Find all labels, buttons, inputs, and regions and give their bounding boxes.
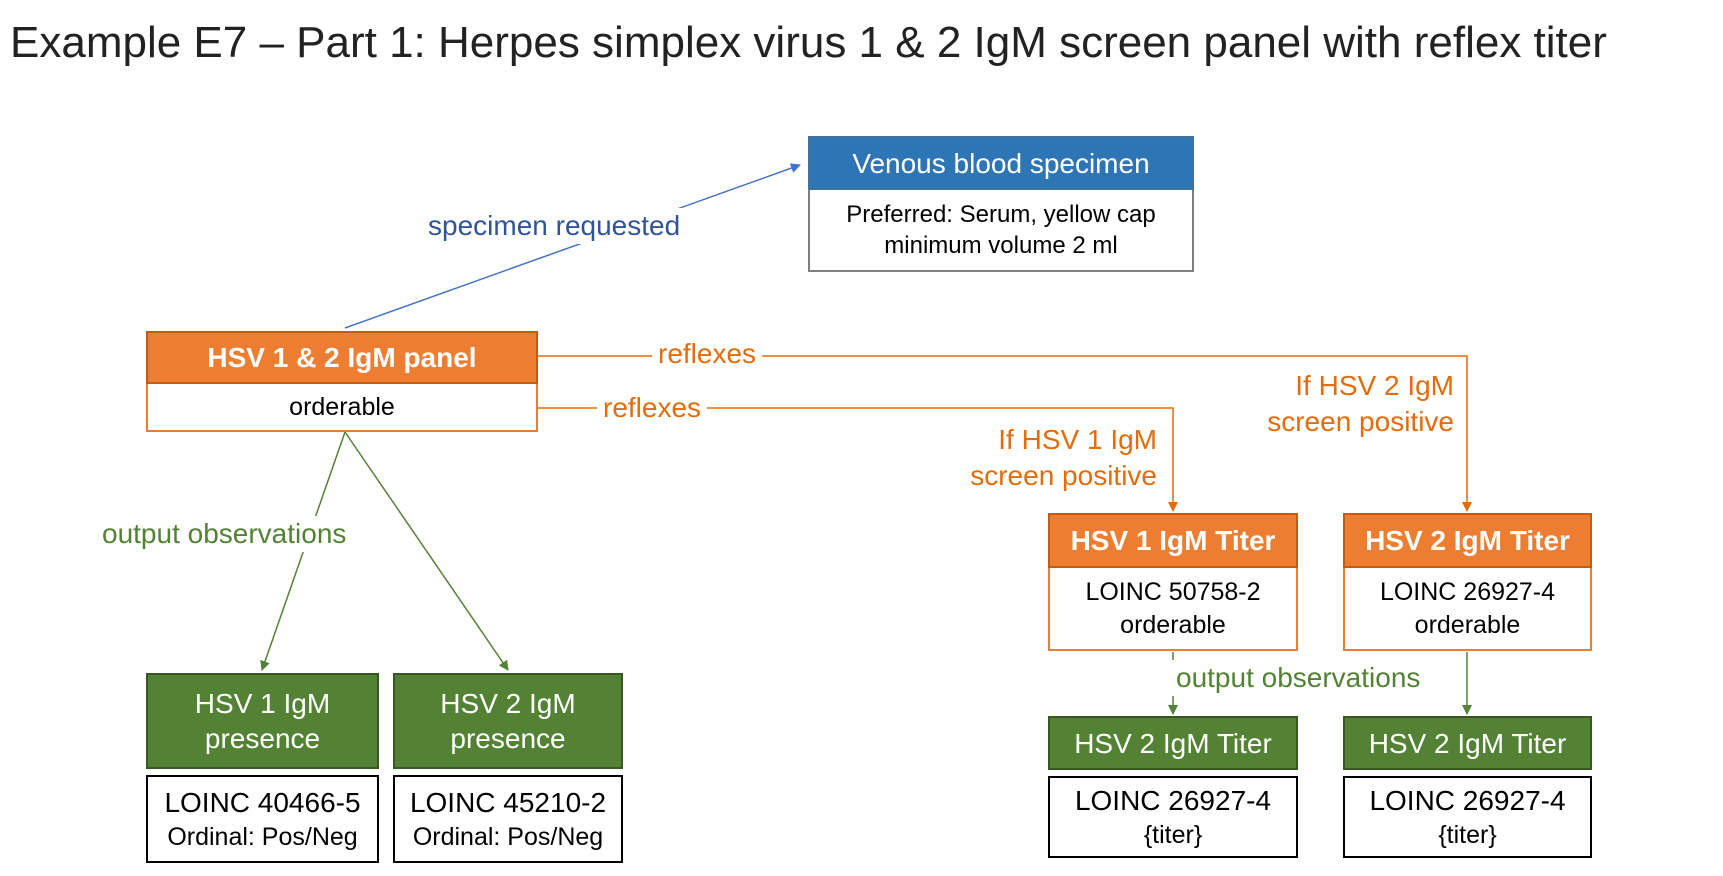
titer-obs1-node: HSV 2 IgM Titer LOINC 26927-4 {titer} — [1048, 716, 1298, 858]
label-output-observations-left: output observations — [96, 516, 353, 553]
specimen-body: Preferred: Serum, yellow cap minimum vol… — [808, 190, 1194, 272]
obs1-line2: Ordinal: Pos/Neg — [167, 822, 358, 851]
titer-obs1-header: HSV 2 IgM Titer — [1048, 716, 1298, 770]
titer-obs2-line1: LOINC 26927-4 — [1369, 784, 1566, 816]
label-output-observations-right: output observations — [1170, 660, 1427, 697]
reflex-line-hsv1 — [536, 407, 1178, 512]
label-if-hsv2: If HSV 2 IgM screen positive — [1267, 370, 1454, 438]
panel-body: orderable — [146, 384, 538, 432]
obs1-body: LOINC 40466-5 Ordinal: Pos/Neg — [146, 775, 379, 863]
titer1-header: HSV 1 IgM Titer — [1048, 513, 1298, 568]
specimen-header: Venous blood specimen — [808, 136, 1194, 190]
titer1-node: HSV 1 IgM Titer LOINC 50758-2 orderable — [1048, 513, 1298, 651]
titer2-line2: orderable — [1414, 610, 1521, 639]
obs2-node: HSV 2 IgM presence LOINC 45210-2 Ordinal… — [393, 673, 623, 863]
output-line-obs2 — [344, 431, 509, 671]
obs1-line1: LOINC 40466-5 — [164, 786, 361, 818]
obs2-line2: Ordinal: Pos/Neg — [412, 822, 604, 851]
titer-obs1-line1: LOINC 26927-4 — [1074, 784, 1272, 816]
titer-obs2-node: HSV 2 IgM Titer LOINC 26927-4 {titer} — [1343, 716, 1592, 858]
reflex-line-hsv2 — [536, 355, 1472, 512]
titer2-node: HSV 2 IgM Titer LOINC 26927-4 orderable — [1343, 513, 1592, 651]
specimen-line1: Preferred: Serum, yellow cap — [846, 200, 1156, 228]
titer2-body: LOINC 26927-4 orderable — [1343, 568, 1592, 651]
titer-obs2-body: LOINC 26927-4 {titer} — [1343, 776, 1592, 858]
label-reflexes-top: reflexes — [652, 336, 763, 373]
label-specimen-requested: specimen requested — [422, 208, 687, 245]
label-if-hsv1: If HSV 1 IgM screen positive — [970, 424, 1157, 492]
titer1-line2: orderable — [1120, 610, 1226, 639]
specimen-line2: minimum volume 2 ml — [884, 232, 1118, 259]
label-reflexes-bottom: reflexes — [597, 390, 708, 427]
titer-obs2-line2: {titer} — [1438, 820, 1497, 849]
titer2-line1: LOINC 26927-4 — [1379, 578, 1556, 606]
titer1-body: LOINC 50758-2 orderable — [1048, 568, 1298, 651]
obs2-line1: LOINC 45210-2 — [409, 786, 607, 818]
titer-obs1-body: LOINC 26927-4 {titer} — [1048, 776, 1298, 858]
titer2-header: HSV 2 IgM Titer — [1343, 513, 1592, 568]
page-title: Example E7 – Part 1: Herpes simplex viru… — [10, 18, 1607, 67]
titer1-line1: LOINC 50758-2 — [1085, 578, 1261, 606]
specimen-node: Venous blood specimen Preferred: Serum, … — [808, 136, 1194, 272]
obs1-header: HSV 1 IgM presence — [146, 673, 379, 769]
obs1-node: HSV 1 IgM presence LOINC 40466-5 Ordinal… — [146, 673, 379, 863]
obs2-header: HSV 2 IgM presence — [393, 673, 623, 769]
titer-obs1-line2: {titer} — [1143, 820, 1203, 849]
obs2-body: LOINC 45210-2 Ordinal: Pos/Neg — [393, 775, 623, 863]
specimen-request-line — [344, 163, 801, 329]
panel-header: HSV 1 & 2 IgM panel — [146, 331, 538, 384]
titer-obs2-header: HSV 2 IgM Titer — [1343, 716, 1592, 770]
panel-node: HSV 1 & 2 IgM panel orderable — [146, 331, 538, 432]
